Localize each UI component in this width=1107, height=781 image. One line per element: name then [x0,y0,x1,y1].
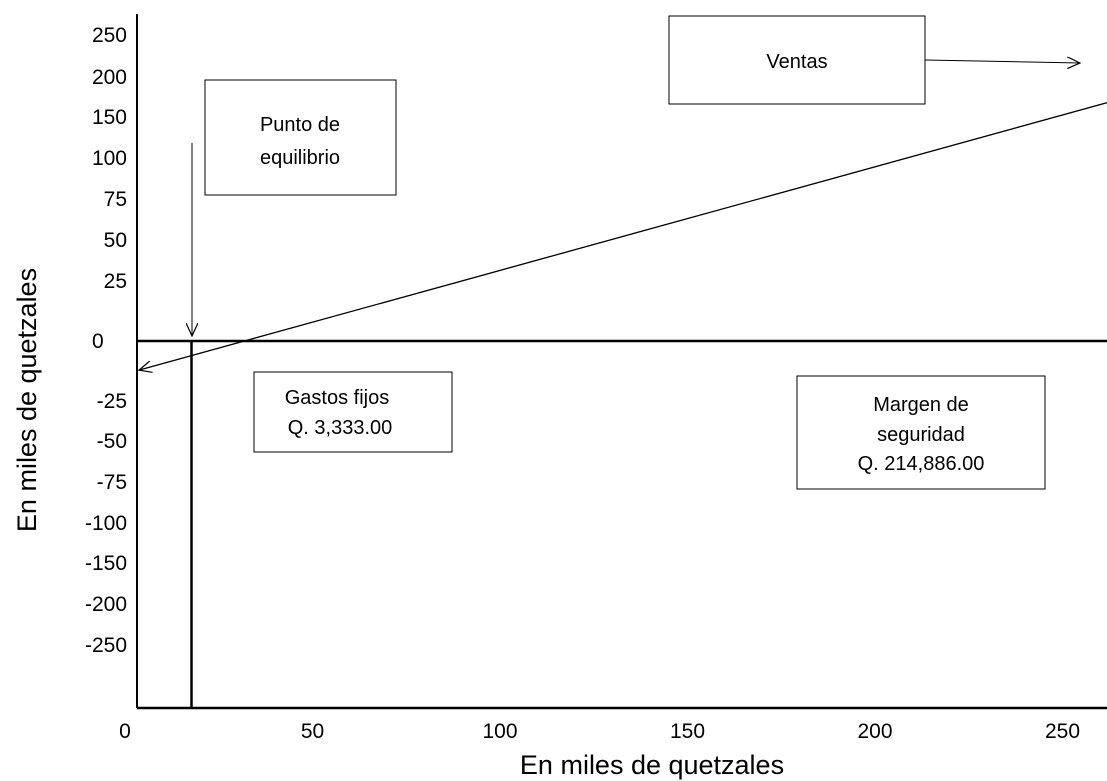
equilibrio-label-line1: Punto de [260,114,340,136]
y-tick-label: -200 [85,593,127,616]
y-tick-label: 0 [92,330,104,353]
y-tick-label: 200 [92,66,127,89]
x-tick-label: 250 [1045,720,1080,743]
x-tick-label: 150 [670,720,705,743]
margen-label-line1: Margen de [873,394,969,416]
equilibrio-label-line2: equilibrio [260,147,340,169]
series-line-ventas [139,102,1107,370]
y-tick-label: 50 [104,229,127,252]
margen-label-line2: seguridad [877,424,965,446]
y-tick-label: -50 [97,430,127,453]
margen-box [796,375,1046,490]
x-axis-title: En miles de quetzales [520,750,784,780]
gastos-label-line1: Gastos fijos [285,387,389,409]
y-axis-title: En miles de quetzales [12,268,42,532]
x-tick-label: 100 [482,720,517,743]
y-tick-label: 250 [92,24,127,47]
y-tick-labels: 2502001501007550250-25-50-75-100-150-200… [85,24,127,657]
ventas-box [668,15,926,105]
y-tick-label: -25 [97,390,127,413]
equilibrio-box [204,79,397,196]
x-tick-labels: 0 50 100 150 200 250 [119,720,1080,743]
ventas-label: Ventas [766,51,827,73]
x-tick-label: 200 [857,720,892,743]
y-tick-label: 75 [104,188,127,211]
y-tick-label: -75 [97,471,127,494]
y-tick-label: -250 [85,634,127,657]
x-tick-label: 50 [301,720,324,743]
y-tick-label: 100 [92,147,127,170]
y-tick-label: -100 [85,512,127,535]
y-tick-label: 25 [104,270,127,293]
gastos-box [253,371,453,453]
ventas-arrow [924,60,1080,63]
y-tick-label: 150 [92,106,127,129]
series-layer [139,102,1107,370]
margen-label-line3: Q. 214,886.00 [858,453,985,475]
gastos-label-line2: Q. 3,333.00 [288,417,393,439]
x-tick-label: 0 [119,720,131,743]
y-tick-label: -150 [85,552,127,575]
